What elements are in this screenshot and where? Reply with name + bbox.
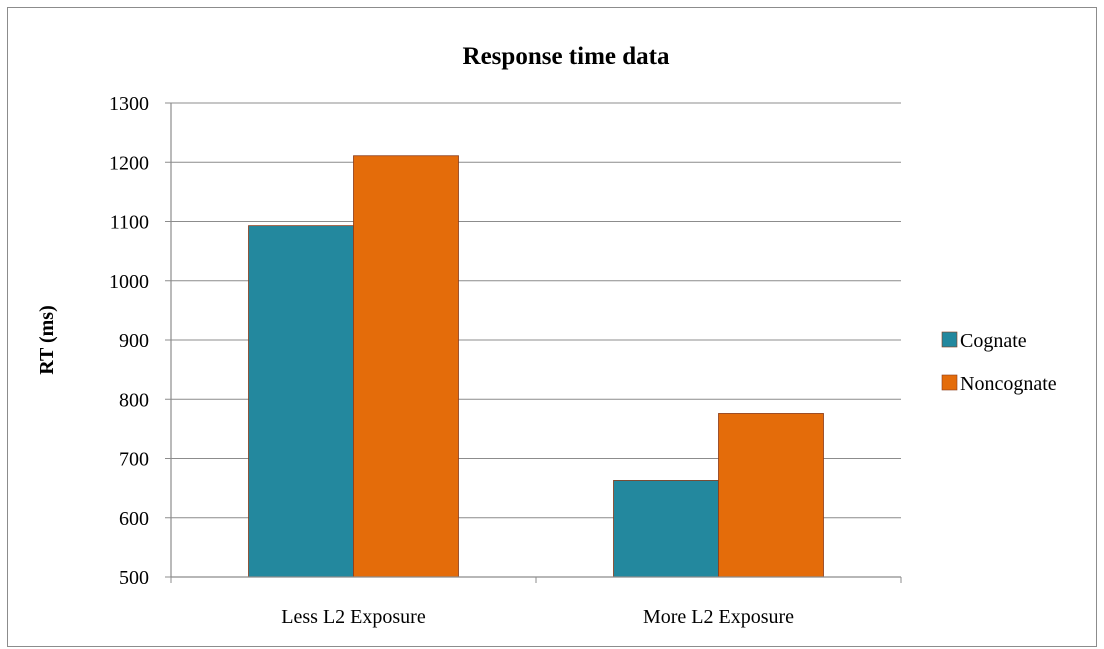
y-tick-label: 600 xyxy=(119,508,149,530)
y-tick-label: 800 xyxy=(119,389,149,411)
chart-frame xyxy=(7,7,1097,647)
y-tick-label: 700 xyxy=(119,449,149,471)
legend-swatch-cognate xyxy=(941,331,958,348)
y-tick-label: 1200 xyxy=(109,152,149,174)
bars xyxy=(248,155,824,578)
y-tick-label: 500 xyxy=(119,567,149,589)
y-tick-label: 1100 xyxy=(110,212,149,234)
legend-label-noncognate: Noncognate xyxy=(960,373,1057,395)
legend: Cognate Noncognate xyxy=(941,330,1057,395)
y-tick-label: 900 xyxy=(119,330,149,352)
y-tick-label: 1300 xyxy=(109,93,149,115)
bar-cognate-1 xyxy=(248,225,354,578)
legend-label-cognate: Cognate xyxy=(960,330,1027,352)
x-tick-label: More L2 Exposure xyxy=(643,606,794,628)
tick-labels: 500 600 700 800 900 1000 1100 1200 1300 Less L2 E… xyxy=(109,93,794,628)
axes xyxy=(165,102,902,583)
bar-cognate-2 xyxy=(613,480,719,578)
x-tick-label: Less L2 Exposure xyxy=(281,606,426,628)
bar-noncognate-2 xyxy=(718,413,824,578)
y-axis-label: RT (ms) xyxy=(36,305,58,374)
y-tick-label: 1000 xyxy=(109,271,149,293)
legend-swatch-noncognate xyxy=(941,374,958,391)
bar-noncognate-1 xyxy=(353,155,459,578)
chart-title: Response time data xyxy=(463,43,670,70)
